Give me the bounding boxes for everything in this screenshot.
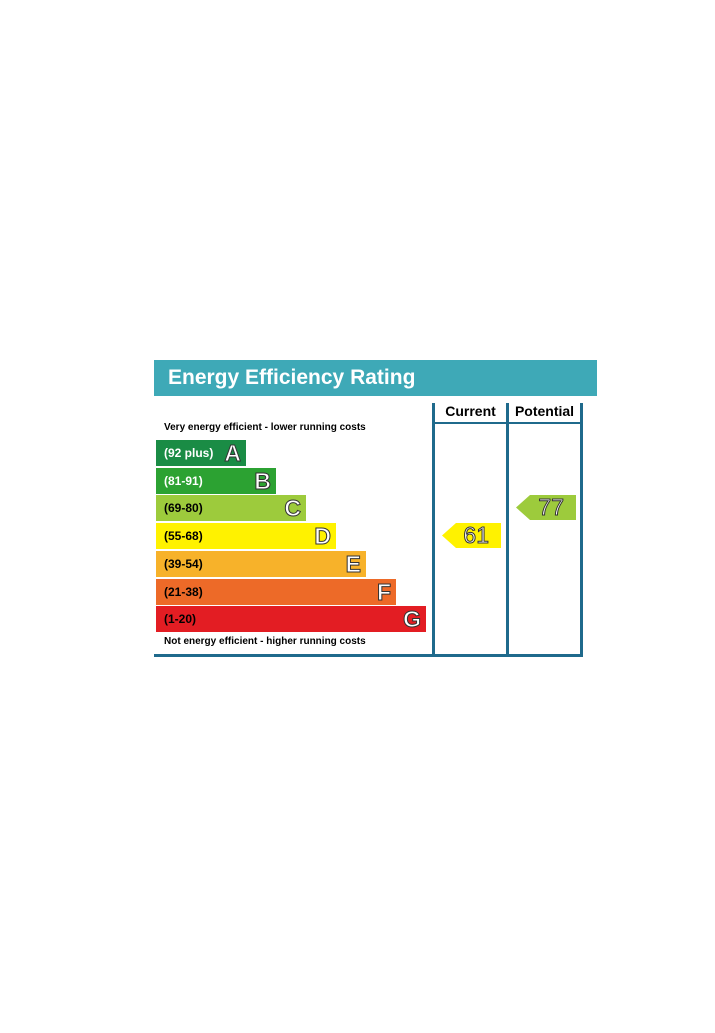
bottom-note: Not energy efficient - higher running co… bbox=[164, 636, 366, 647]
band-range-label: (1-20) bbox=[164, 612, 197, 627]
band-letter: B bbox=[254, 467, 272, 494]
frame-right bbox=[580, 403, 583, 657]
band-letter: E bbox=[345, 550, 361, 577]
potential-rating-arrow: 77 bbox=[516, 494, 576, 521]
band-letter: A bbox=[224, 440, 242, 467]
frame-bottom bbox=[154, 654, 583, 657]
current-rating-arrow-value: 61 bbox=[463, 522, 490, 549]
band-letter: F bbox=[376, 578, 391, 605]
energy-efficiency-chart: Energy Efficiency Rating Current Potenti… bbox=[154, 360, 597, 658]
band-d: (55-68) D bbox=[156, 523, 336, 550]
current-rating-arrow: 61 bbox=[442, 522, 501, 549]
band-range-label: (39-54) bbox=[164, 556, 203, 571]
band-letter: G bbox=[403, 606, 422, 633]
band-e: (39-54) E bbox=[156, 550, 366, 577]
band-letter: D bbox=[314, 523, 332, 550]
potential-rating-arrow-shape bbox=[516, 495, 576, 521]
potential-rating-arrow-polygon bbox=[516, 495, 576, 521]
band-range-label: (21-38) bbox=[164, 584, 203, 599]
frame-divider-potential bbox=[506, 403, 509, 657]
band-g: (1-20) G bbox=[156, 606, 426, 633]
chart-title: Energy Efficiency Rating bbox=[168, 366, 416, 389]
current-rating-arrow-polygon bbox=[442, 523, 501, 549]
potential-rating-arrow-value: 77 bbox=[538, 494, 565, 521]
band-b: (81-91) B bbox=[156, 467, 276, 494]
frame-header-line bbox=[432, 422, 583, 424]
title-bar: Energy Efficiency Rating bbox=[154, 360, 597, 396]
potential-column-header: Potential bbox=[514, 403, 575, 419]
band-range-label: (69-80) bbox=[164, 501, 203, 516]
band-range-label: (55-68) bbox=[164, 529, 203, 544]
band-range-label: (92 plus) bbox=[164, 446, 214, 460]
band-a: (92 plus) A bbox=[156, 440, 246, 467]
current-rating-arrow-shape bbox=[442, 523, 501, 549]
top-note: Very energy efficient - lower running co… bbox=[164, 422, 366, 433]
band-c: (69-80) C bbox=[156, 495, 306, 522]
band-range-label: (81-91) bbox=[164, 473, 203, 488]
current-column-header: Current bbox=[445, 403, 496, 419]
band-f: (21-38) F bbox=[156, 578, 396, 605]
frame-divider-current bbox=[432, 403, 435, 657]
band-letter: C bbox=[284, 495, 302, 522]
